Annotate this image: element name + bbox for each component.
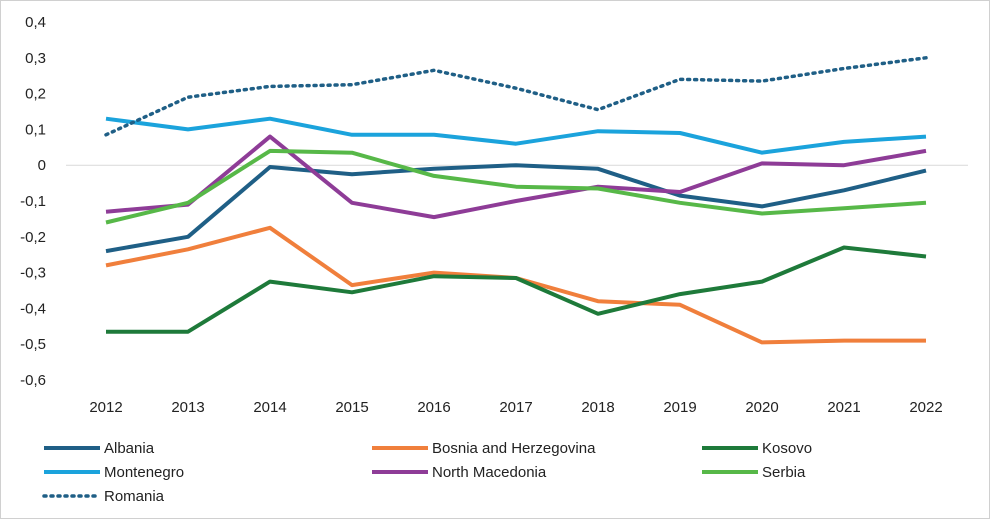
legend-label: Albania bbox=[104, 440, 155, 457]
series-line-albania bbox=[105, 163, 927, 254]
x-tick-label: 2021 bbox=[827, 399, 860, 416]
series-line-kosovo bbox=[106, 245, 927, 334]
y-tick-label: 0 bbox=[38, 157, 46, 174]
y-tick-label: -0,2 bbox=[20, 229, 46, 246]
legend-label: Romania bbox=[104, 488, 165, 505]
x-tick-label: 2012 bbox=[89, 399, 122, 416]
y-tick-label: -0,6 bbox=[20, 372, 46, 389]
series-line-montenegro bbox=[105, 116, 927, 155]
x-tick-label: 2019 bbox=[663, 399, 696, 416]
legend-label: Serbia bbox=[762, 464, 806, 481]
legend-label: Bosnia and Herzegovina bbox=[432, 440, 596, 457]
x-tick-label: 2022 bbox=[909, 399, 942, 416]
y-tick-label: -0,3 bbox=[20, 265, 46, 282]
x-tick-label: 2014 bbox=[253, 399, 286, 416]
series-line-north-macedonia bbox=[105, 134, 927, 220]
x-tick-label: 2015 bbox=[335, 399, 368, 416]
y-tick-label: -0,5 bbox=[20, 336, 46, 353]
y-tick-label: -0,1 bbox=[20, 193, 46, 210]
x-tick-label: 2017 bbox=[499, 399, 532, 416]
legend-label: North Macedonia bbox=[432, 464, 547, 481]
y-tick-label: 0,4 bbox=[25, 14, 46, 31]
x-tick-label: 2018 bbox=[581, 399, 614, 416]
x-tick-label: 2020 bbox=[745, 399, 778, 416]
x-tick-label: 2016 bbox=[417, 399, 450, 416]
y-tick-label: -0,4 bbox=[20, 300, 46, 317]
series-line-romania bbox=[104, 56, 928, 137]
legend-label: Montenegro bbox=[104, 464, 184, 481]
y-tick-label: 0,1 bbox=[25, 121, 46, 138]
y-tick-label: 0,2 bbox=[25, 86, 46, 103]
series-line-serbia bbox=[105, 148, 927, 225]
x-tick-label: 2013 bbox=[171, 399, 204, 416]
series-line-bosnia-and-herzegovina bbox=[105, 225, 926, 345]
legend-label: Kosovo bbox=[762, 440, 812, 457]
y-tick-label: 0,3 bbox=[25, 50, 46, 67]
